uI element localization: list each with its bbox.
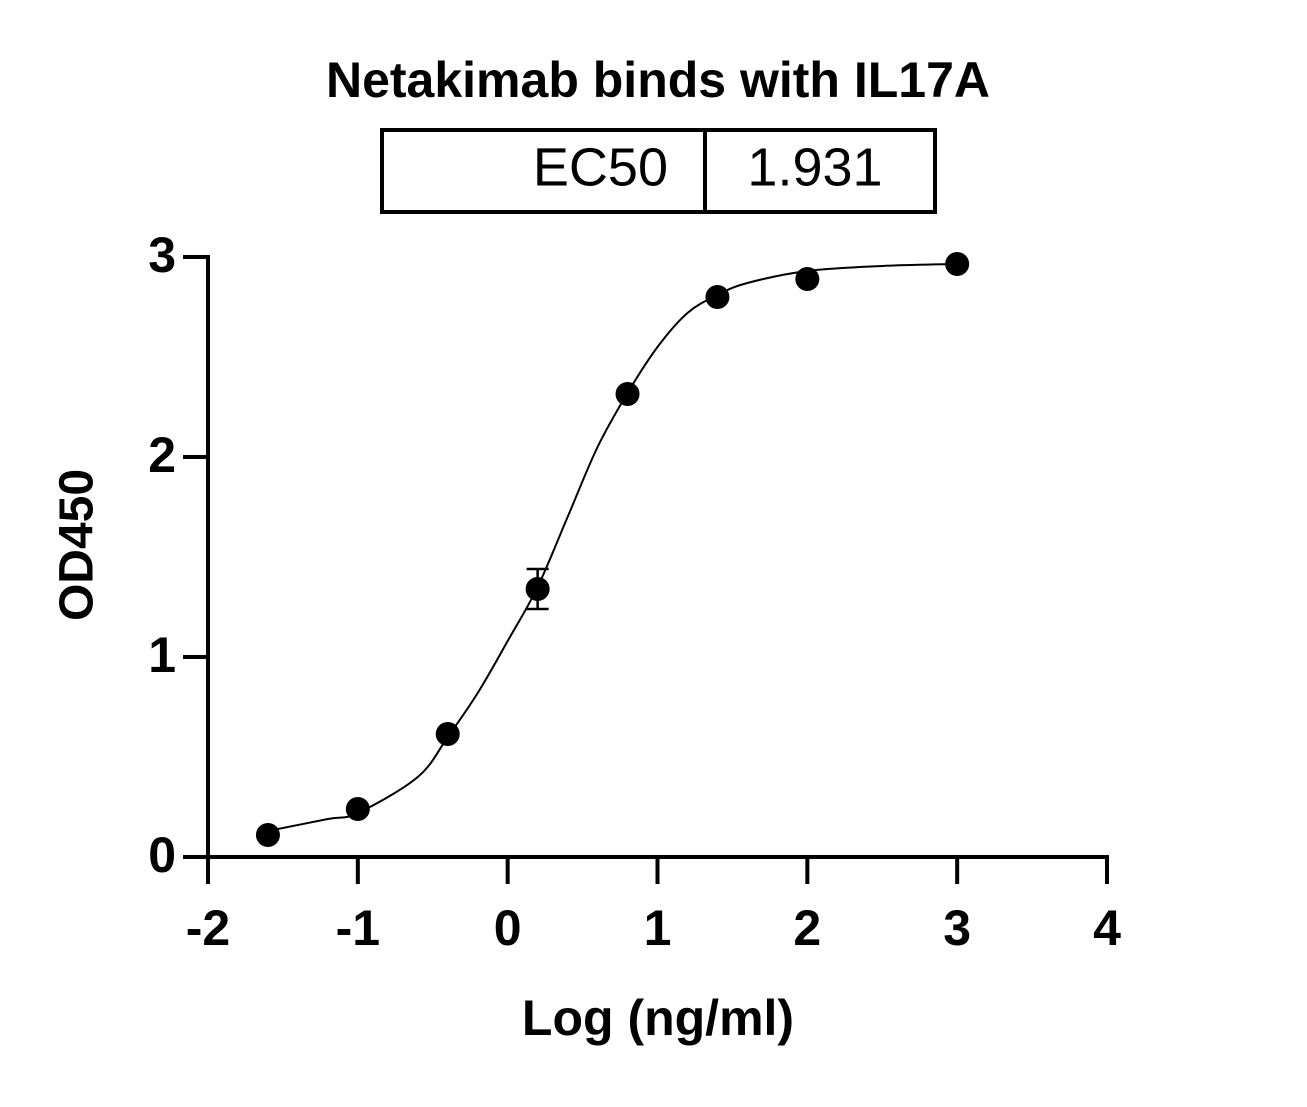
ec50-label: EC50 bbox=[533, 137, 668, 197]
data-point bbox=[525, 577, 550, 601]
x-tick-label: 0 bbox=[494, 900, 522, 956]
y-tick-label: 2 bbox=[148, 427, 176, 483]
y-tick-label: 1 bbox=[148, 627, 176, 683]
y-tick-label: 3 bbox=[148, 227, 176, 283]
x-tick-label: -2 bbox=[186, 900, 230, 956]
fit-curve bbox=[267, 263, 958, 832]
data-point bbox=[435, 722, 460, 746]
x-axis-label: Log (ng/ml) bbox=[522, 990, 794, 1046]
chart-title: Netakimab binds with IL17A bbox=[326, 52, 990, 108]
data-point bbox=[705, 285, 730, 309]
data-point bbox=[255, 823, 280, 847]
y-tick-label: 0 bbox=[148, 827, 176, 883]
x-tick-label: -1 bbox=[336, 900, 380, 956]
data-point bbox=[615, 382, 640, 406]
x-tick-label: 3 bbox=[943, 900, 971, 956]
x-tick-label: 4 bbox=[1093, 900, 1121, 956]
ec50-value: 1.931 bbox=[747, 137, 882, 197]
x-tick-label: 1 bbox=[644, 900, 672, 956]
x-tick-label: 2 bbox=[793, 900, 821, 956]
ec50-box bbox=[380, 128, 937, 214]
data-point bbox=[795, 267, 820, 291]
data-point bbox=[945, 252, 970, 276]
y-axis-label: OD450 bbox=[51, 469, 104, 621]
data-point bbox=[345, 797, 370, 821]
